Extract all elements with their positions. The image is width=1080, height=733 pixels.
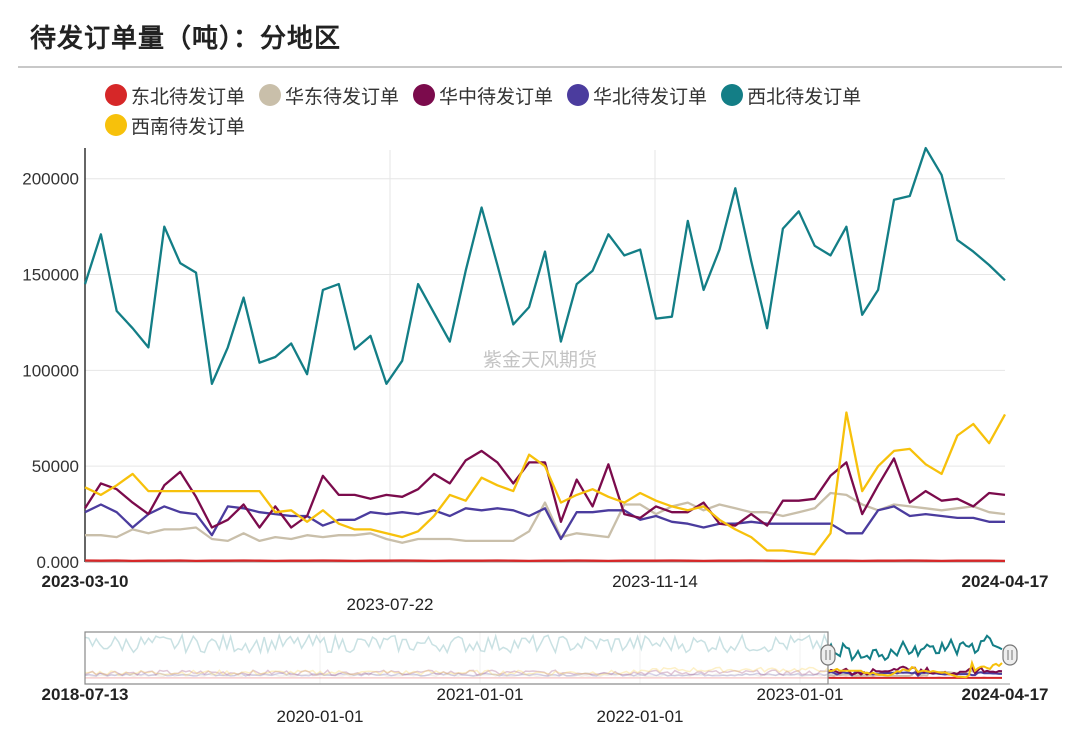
navigator-selected-line xyxy=(827,671,1002,678)
navigator-history-line xyxy=(84,666,829,677)
legend-marker-icon xyxy=(259,84,282,106)
y-tick-label: 0.000 xyxy=(36,553,79,572)
legend-marker-icon xyxy=(413,84,436,106)
navigator-selected-line xyxy=(827,634,1003,662)
legend-item[interactable]: 华东待发订单 xyxy=(259,80,399,110)
legend-marker-icon xyxy=(105,114,127,136)
watermark-text: 紫金天风期货 xyxy=(483,349,597,371)
legend-label: 华中待发订单 xyxy=(439,85,554,108)
navigator-history-line xyxy=(84,632,829,655)
y-tick-label: 200000 xyxy=(22,170,79,189)
x-tick-label: 2024-04-17 xyxy=(962,572,1049,591)
y-tick-label: 150000 xyxy=(22,266,79,285)
legend-item[interactable]: 东北待发订单 xyxy=(105,80,245,110)
legend-label: 华北待发订单 xyxy=(593,85,708,108)
navigator-history-line xyxy=(84,673,829,678)
legend-label: 西北待发订单 xyxy=(747,85,862,108)
legend-marker-icon xyxy=(567,84,590,106)
navigator-start-label: 2018-07-13 xyxy=(42,685,129,704)
y-tick-label: 100000 xyxy=(22,361,79,380)
handle-grip xyxy=(1002,644,1018,666)
legend-label: 华东待发订单 xyxy=(285,85,400,108)
navigator-selected-line xyxy=(827,665,1003,676)
legend-marker-icon xyxy=(105,84,127,106)
navigator-history-line xyxy=(84,672,829,677)
legend-marker-icon xyxy=(721,84,744,106)
navigator-right-handle[interactable] xyxy=(1002,644,1018,666)
legend-item[interactable]: 西南待发订单 xyxy=(105,110,245,140)
legend-label: 西南待发订单 xyxy=(131,115,246,138)
navigator-tick-label: 2021-01-01 xyxy=(437,685,524,704)
navigator-mask xyxy=(84,631,829,685)
series-line xyxy=(84,411,1007,556)
series-line xyxy=(84,449,1006,529)
navigator-end-label: 2024-04-17 xyxy=(962,685,1049,704)
navigator[interactable] xyxy=(84,631,1018,685)
navigator-history-line xyxy=(84,669,829,677)
series-line xyxy=(85,491,1006,544)
legend-item[interactable]: 华北待发订单 xyxy=(567,80,707,110)
navigator-selected-line xyxy=(828,669,1003,678)
page-title: 待发订单量（吨）：分地区 xyxy=(30,24,342,54)
x-tick-label: 2023-03-10 xyxy=(42,572,129,591)
navigator-selected-line xyxy=(827,659,1003,679)
navigator-tick-label: 2020-01-01 xyxy=(277,707,364,726)
x-tick-label: 2023-11-14 xyxy=(612,572,698,591)
navigator-tick-label: 2023-01-01 xyxy=(757,685,844,704)
chart-legend: 东北待发订单 华东待发订单 华中待发订单 华北待发订单 西北待发订单西南待发订单 xyxy=(105,80,1005,140)
series-line xyxy=(83,146,1006,385)
legend-item[interactable]: 华中待发订单 xyxy=(413,80,553,110)
legend-item[interactable]: 西北待发订单 xyxy=(721,80,861,110)
title-divider xyxy=(18,66,1062,68)
navigator-left-handle[interactable] xyxy=(820,644,836,666)
series-line xyxy=(84,503,1005,541)
legend-label: 东北待发订单 xyxy=(131,85,246,108)
y-tick-label: 50000 xyxy=(32,457,79,476)
x-tick-label: 2023-07-22 xyxy=(347,595,434,614)
handle-grip xyxy=(820,644,836,666)
navigator-tick-label: 2022-01-01 xyxy=(597,707,684,726)
